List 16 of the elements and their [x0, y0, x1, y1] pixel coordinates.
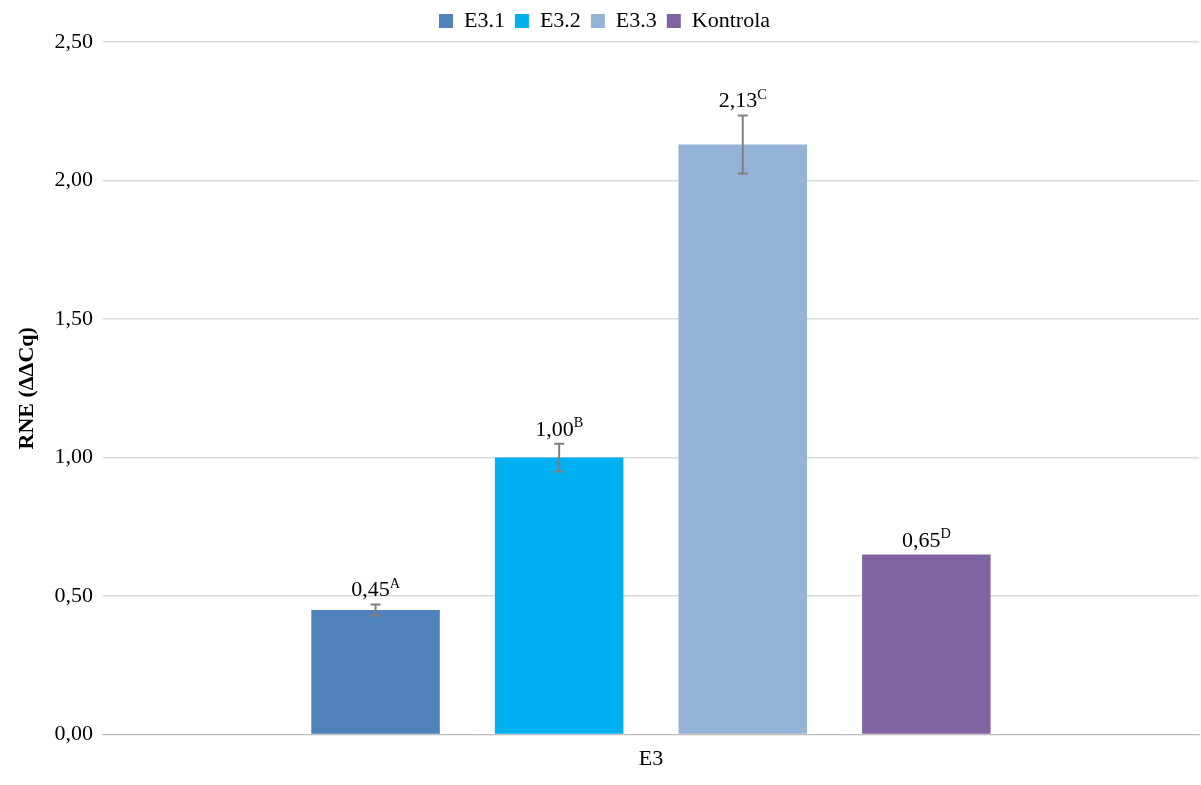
y-tick-label: 1,00: [54, 443, 93, 469]
bar: [862, 554, 991, 734]
legend-label: Kontrola: [691, 6, 771, 32]
y-tick-label: 2,00: [54, 166, 93, 192]
y-tick-label: 2,50: [54, 27, 93, 53]
legend-label: E3.2: [539, 6, 581, 32]
bar: [311, 609, 440, 734]
y-tick-label: 1,50: [54, 304, 93, 330]
y-tick-label: 0,00: [54, 720, 93, 746]
bar: [678, 144, 808, 734]
bar: [494, 457, 624, 734]
y-axis-title: RNE (ΔΔCq): [12, 327, 38, 450]
y-tick-label: 0,50: [54, 581, 93, 607]
legend-label: E3.1: [463, 6, 505, 32]
x-tick-label: E3: [638, 744, 664, 770]
legend-label: E3.3: [615, 6, 657, 32]
